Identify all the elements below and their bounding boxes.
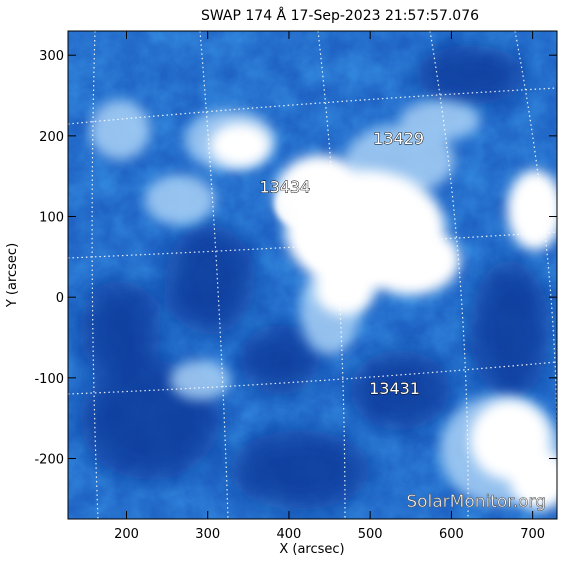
watermark-text: SolarMonitor.org bbox=[406, 492, 546, 512]
plot-border bbox=[67, 30, 558, 520]
solar-image bbox=[68, 31, 557, 519]
x-tick-label: 400 bbox=[277, 527, 302, 542]
x-tick-label: 600 bbox=[439, 527, 464, 542]
y-tick-label: 300 bbox=[39, 49, 64, 64]
x-tick-label: 200 bbox=[114, 527, 139, 542]
active-region-label: 13434 bbox=[259, 177, 310, 196]
x-tick-label: 700 bbox=[520, 527, 545, 542]
y-tick-label: -100 bbox=[34, 372, 64, 387]
active-region-label: 13429 bbox=[373, 129, 424, 148]
y-tick-label: 100 bbox=[39, 211, 64, 226]
image-title: SWAP 174 Å 17-Sep-2023 21:57:57.076 bbox=[201, 7, 479, 24]
x-tick-label: 500 bbox=[358, 527, 383, 542]
active-region-label: 13431 bbox=[369, 379, 420, 398]
y-tick-label: -200 bbox=[34, 453, 64, 468]
x-axis: 200 300 400 500 600 700 bbox=[114, 31, 545, 542]
y-tick-label: 200 bbox=[39, 130, 64, 145]
x-tick-label: 300 bbox=[195, 527, 220, 542]
y-axis: 300 200 100 0 -100 -200 bbox=[34, 49, 557, 468]
y-axis-label: Y (arcsec) bbox=[5, 243, 20, 308]
heliographic-grid bbox=[68, 31, 557, 519]
active-region-labels: 13429 13434 13431 bbox=[259, 128, 425, 398]
y-tick-label: 0 bbox=[56, 291, 64, 306]
x-axis-label: X (arcsec) bbox=[279, 542, 344, 557]
